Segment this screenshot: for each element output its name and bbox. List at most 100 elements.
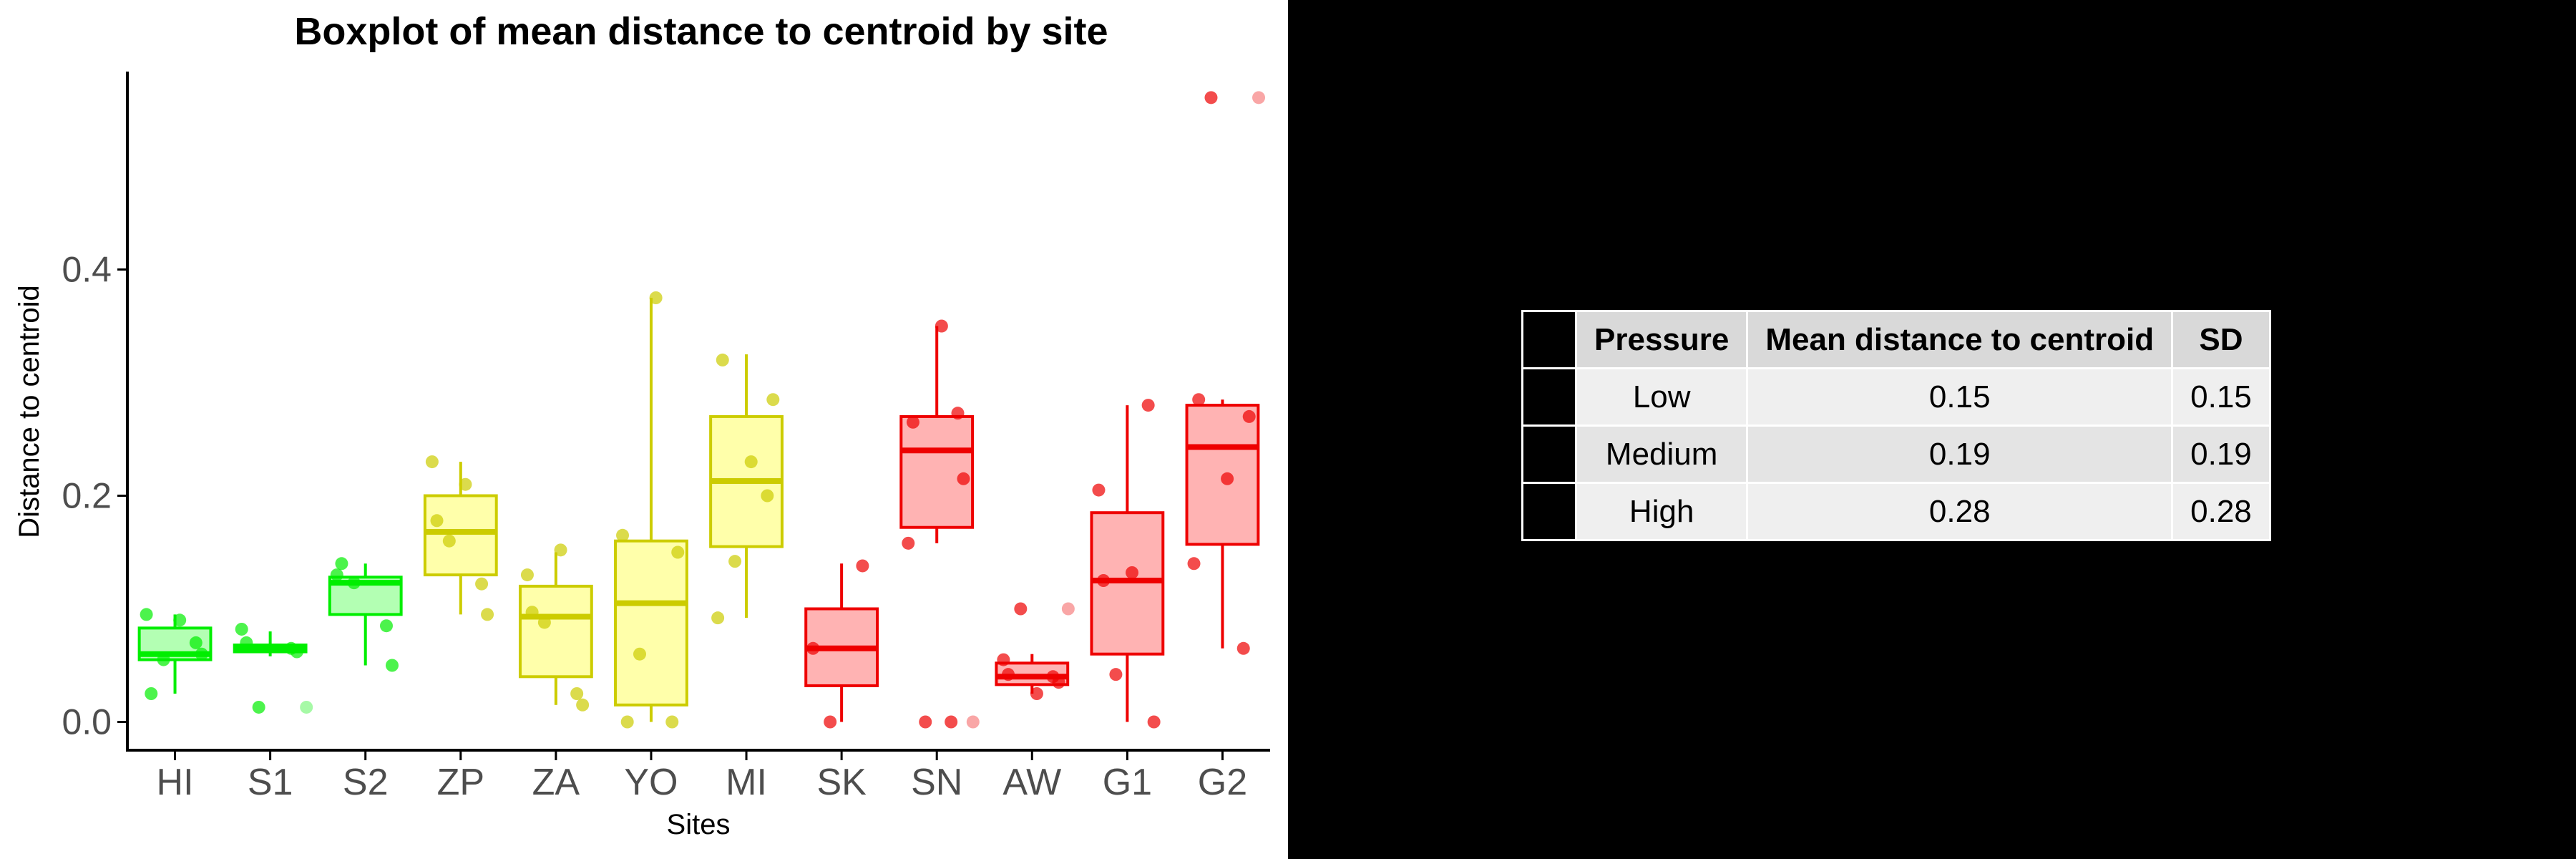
data-point (728, 555, 742, 568)
data-point (1221, 472, 1234, 485)
x-tick-label: AW (1002, 762, 1061, 803)
x-tick-label: G1 (1103, 762, 1152, 803)
y-tick-label: 0.0 (62, 702, 112, 742)
iqr-box (899, 414, 975, 529)
data-point (856, 559, 869, 573)
header-pressure: Pressure (1574, 310, 1749, 369)
header-sd: SD (2171, 310, 2271, 369)
data-point (1192, 393, 1206, 407)
data-point (649, 291, 663, 304)
data-point (140, 608, 153, 621)
cell-sd: 0.15 (2171, 367, 2271, 427)
x-tick-label: S1 (248, 762, 293, 803)
box-g2 (1185, 399, 1260, 649)
data-point (616, 528, 630, 542)
data-point (761, 489, 774, 503)
box-mi (709, 354, 784, 618)
y-tick-label: 0.4 (62, 250, 112, 290)
data-point (1097, 574, 1111, 587)
plot-panel: Boxplot of mean distance to centroid by … (0, 0, 1288, 859)
box-sn (899, 326, 975, 543)
data-point (1002, 668, 1015, 681)
pressure-summary-table-wrap: Pressure Mean distance to centroid SD Lo… (1521, 310, 2271, 541)
data-point (935, 319, 948, 333)
data-point (195, 647, 208, 661)
data-point (1141, 399, 1155, 412)
outlier-point (1061, 602, 1075, 616)
data-point (1030, 687, 1043, 700)
data-point (671, 545, 685, 559)
data-point (997, 653, 1010, 666)
data-point (525, 606, 539, 619)
data-point (1187, 557, 1201, 571)
data-point (919, 715, 932, 729)
x-axis-label: Sites (667, 809, 731, 840)
data-point (1052, 676, 1065, 689)
data-point (1092, 483, 1106, 497)
data-point (766, 393, 780, 407)
x-tick-label: HI (157, 762, 194, 803)
y-tick-label: 0.2 (62, 476, 112, 516)
boxplot-chart: Boxplot of mean distance to centroid by … (14, 10, 1270, 840)
pressure-summary-table: Pressure Mean distance to centroid SD Lo… (1521, 310, 2271, 541)
data-point (252, 700, 265, 714)
cell-sd: 0.28 (2171, 482, 2271, 541)
data-point (240, 636, 253, 649)
data-point (633, 647, 646, 661)
data-point (520, 568, 534, 582)
box-za (518, 552, 593, 705)
box-yo (614, 298, 688, 722)
table-row: Medium 0.19 0.19 (1521, 424, 2271, 484)
data-point (1236, 641, 1250, 655)
data-point (475, 577, 489, 591)
outlier-point (1252, 91, 1266, 105)
data-point (1126, 566, 1139, 579)
data-point (570, 687, 584, 700)
row-header-cell (1521, 482, 1577, 541)
table-row: Low 0.15 0.15 (1521, 367, 2271, 427)
data-point (906, 415, 919, 429)
data-point (716, 353, 729, 367)
data-point (957, 472, 970, 485)
x-tick-label: ZP (437, 762, 484, 803)
data-point (330, 568, 343, 582)
header-mean-distance: Mean distance to centroid (1746, 310, 2174, 369)
box-zp (423, 462, 498, 615)
cell-pressure: High (1574, 482, 1749, 541)
cell-pressure: Medium (1574, 424, 1749, 484)
data-point (145, 687, 158, 700)
data-point (173, 613, 187, 627)
data-point (157, 653, 170, 666)
cell-sd: 0.19 (2171, 424, 2271, 484)
data-point (902, 536, 915, 550)
data-point (335, 557, 348, 571)
x-tick-label: S2 (343, 762, 389, 803)
iqr-box (518, 584, 593, 679)
data-point (1109, 668, 1123, 681)
row-header-cell (1521, 310, 1577, 369)
data-point (1242, 409, 1256, 423)
data-point (824, 715, 837, 729)
cell-mean-distance: 0.28 (1746, 482, 2174, 541)
x-tick-label: SK (816, 762, 867, 803)
iqr-box (1185, 404, 1260, 546)
data-point (425, 455, 439, 469)
chart-title: Boxplot of mean distance to centroid by … (294, 10, 1108, 53)
cell-pressure: Low (1574, 367, 1749, 427)
outlier-point (966, 715, 980, 729)
x-tick-label: SN (911, 762, 962, 803)
row-header-cell (1521, 424, 1577, 484)
box-s2 (328, 563, 403, 666)
table-row: High 0.28 0.28 (1521, 482, 2271, 541)
cell-mean-distance: 0.15 (1746, 367, 2174, 427)
y-axis-label: Distance to centroid (14, 285, 45, 538)
data-point (481, 608, 494, 621)
data-point (951, 407, 965, 420)
data-point (235, 622, 248, 636)
x-tick-label: ZA (532, 762, 580, 803)
data-point (459, 477, 472, 491)
iqr-box (423, 494, 498, 577)
data-point (554, 543, 567, 557)
data-point (430, 514, 444, 528)
data-point (189, 636, 203, 649)
